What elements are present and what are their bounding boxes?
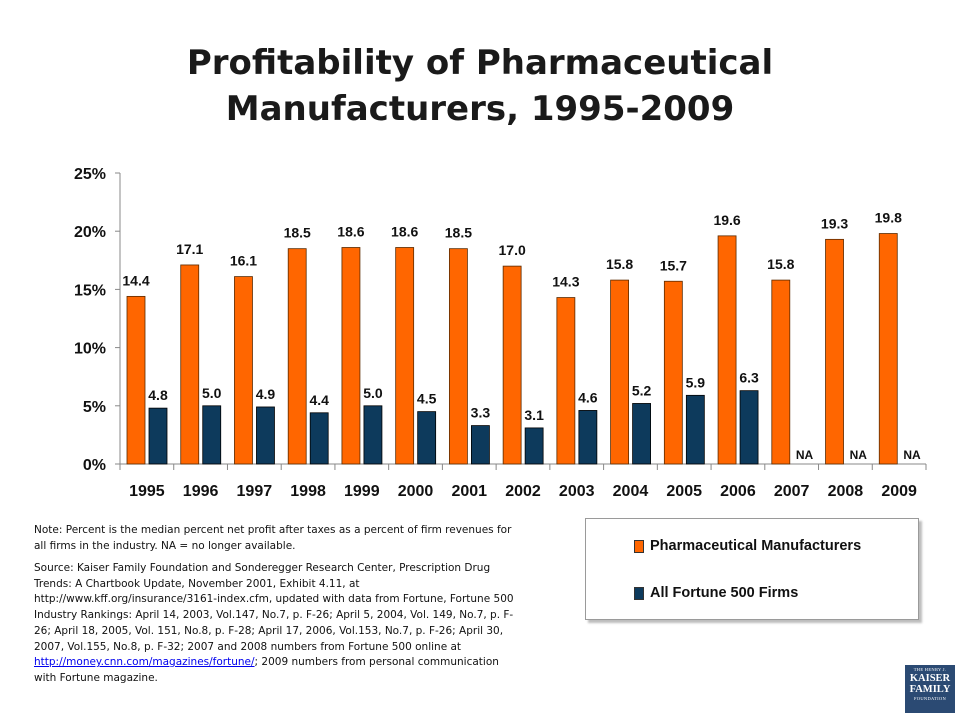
data-label-pharma: 19.3: [821, 215, 848, 231]
source-text: Source: Kaiser Family Foundation and Son…: [34, 562, 514, 653]
data-label-fortune: 5.2: [632, 382, 652, 398]
logo-line3: FAMILY: [909, 684, 951, 695]
legend-swatch-fortune: [634, 586, 644, 600]
legend-item-fortune: All Fortune 500 Firms: [634, 585, 798, 601]
data-label-pharma: 15.8: [606, 256, 633, 272]
data-label-fortune: 3.1: [524, 407, 544, 423]
x-tick-label: 2002: [505, 483, 541, 500]
data-label-pharma: 19.6: [713, 212, 740, 228]
chart-note: Note: Percent is the median percent net …: [34, 524, 512, 552]
bar-fortune: [685, 394, 705, 465]
data-label-fortune-na: NA: [796, 448, 814, 462]
source-tail: ; 2009 numbers from personal communicati…: [34, 656, 499, 684]
source-link[interactable]: http://money.cnn.com/magazines/fortune/: [34, 656, 255, 669]
y-tick-label: 10%: [74, 341, 106, 358]
data-label-pharma: 18.6: [391, 223, 418, 239]
chart-title-line2: Manufacturers, 1995-2009: [225, 89, 735, 129]
y-tick-label: 15%: [74, 282, 106, 299]
bar-fortune: [256, 406, 275, 465]
x-tick-label: 2009: [881, 483, 917, 500]
logo-line1: THE HENRY J.: [913, 667, 947, 672]
bar-pharma: [610, 279, 629, 465]
bar-pharma: [395, 247, 415, 465]
bar-pharma: [825, 238, 844, 465]
data-label-fortune: 5.0: [363, 385, 383, 401]
data-label-fortune: 6.3: [739, 370, 759, 386]
bar-fortune: [309, 412, 329, 465]
source-note: Source: Kaiser Family Foundation and Son…: [34, 561, 519, 687]
chart-title: Profitability of Pharmaceutical Manufact…: [0, 40, 960, 132]
bar-fortune: [470, 425, 490, 465]
data-label-pharma: 18.5: [284, 225, 311, 241]
bar-pharma: [287, 248, 307, 465]
data-label-fortune: 3.3: [471, 405, 491, 421]
data-label-fortune: 5.9: [686, 374, 706, 390]
bar-pharma: [771, 279, 791, 465]
bar-fortune: [363, 405, 383, 465]
x-tick-label: 2000: [398, 483, 434, 500]
bar-pharma: [556, 297, 576, 465]
bar-fortune: [524, 427, 544, 465]
x-tick-label: 2001: [451, 483, 487, 500]
kaiser-family-foundation-logo: THE HENRY J. KAISER FAMILY FOUNDATION: [905, 665, 955, 713]
y-tick-label: 0%: [83, 457, 106, 474]
data-label-fortune: 4.6: [578, 389, 598, 405]
data-label-pharma: 17.0: [499, 242, 526, 258]
bar-fortune: [148, 407, 168, 465]
bar-fortune: [739, 390, 759, 465]
x-tick-label: 2008: [828, 483, 864, 500]
x-tick-label: 2003: [559, 483, 595, 500]
bar-pharma: [717, 235, 737, 465]
bar-chart: 0% 5% 10% 15% 20% 25% 1995 14.4 4.8 1996 17.1 5.0 19…: [74, 166, 927, 500]
data-label-pharma: 15.8: [767, 256, 794, 272]
data-label-pharma: 18.6: [337, 223, 364, 239]
bar-fortune: [578, 410, 598, 465]
bar-pharma: [126, 295, 146, 465]
x-tick-label: 1997: [237, 483, 273, 500]
chart-legend: Pharmaceutical Manufacturers All Fortune…: [585, 518, 919, 620]
legend-item-pharma: Pharmaceutical Manufacturers: [634, 538, 861, 554]
data-label-pharma: 16.1: [230, 253, 257, 269]
bar-pharma: [663, 280, 683, 465]
x-tick-label: 2004: [613, 483, 649, 500]
bar-pharma: [234, 276, 253, 465]
bar-pharma: [341, 247, 361, 465]
data-label-fortune-na: NA: [903, 448, 921, 462]
x-tick-label: 2005: [666, 483, 702, 500]
y-tick-label: 25%: [74, 166, 106, 183]
data-label-fortune: 4.4: [309, 392, 329, 408]
bar-fortune: [202, 405, 222, 465]
x-tick-label: 2007: [774, 483, 810, 500]
data-label-pharma: 19.8: [875, 210, 902, 226]
legend-label-fortune: All Fortune 500 Firms: [650, 585, 799, 601]
bar-fortune: [417, 411, 437, 465]
bar-pharma: [448, 248, 468, 465]
chart-title-line1: Profitability of Pharmaceutical: [186, 43, 774, 83]
legend-label-pharma: Pharmaceutical Manufacturers: [650, 538, 862, 554]
data-label-fortune: 5.0: [202, 385, 222, 401]
bar-pharma: [502, 265, 522, 465]
x-tick-label: 1999: [344, 483, 380, 500]
x-tick-label: 1996: [183, 483, 219, 500]
bar-pharma: [180, 264, 200, 465]
data-label-pharma: 17.1: [176, 241, 203, 257]
data-label-pharma: 15.7: [660, 257, 687, 273]
bar-fortune: [632, 403, 651, 465]
x-tick-label: 1995: [129, 483, 165, 500]
x-tick-label: 2006: [720, 483, 756, 500]
logo-line2: KAISER: [909, 673, 951, 684]
x-tick-label: 1998: [290, 483, 326, 500]
y-tick-label: 20%: [74, 224, 106, 241]
data-label-pharma: 14.4: [122, 272, 149, 288]
data-label-pharma: 18.5: [445, 225, 472, 241]
data-label-fortune: 4.8: [148, 387, 168, 403]
data-label-fortune: 4.9: [256, 386, 276, 402]
data-label-pharma: 14.3: [552, 274, 579, 290]
logo-line4: FOUNDATION: [914, 696, 946, 701]
data-label-fortune: 4.5: [417, 391, 437, 407]
y-tick-label: 5%: [83, 399, 106, 416]
bar-pharma: [878, 233, 898, 465]
legend-swatch-pharma: [634, 539, 644, 553]
data-label-fortune-na: NA: [850, 448, 868, 462]
